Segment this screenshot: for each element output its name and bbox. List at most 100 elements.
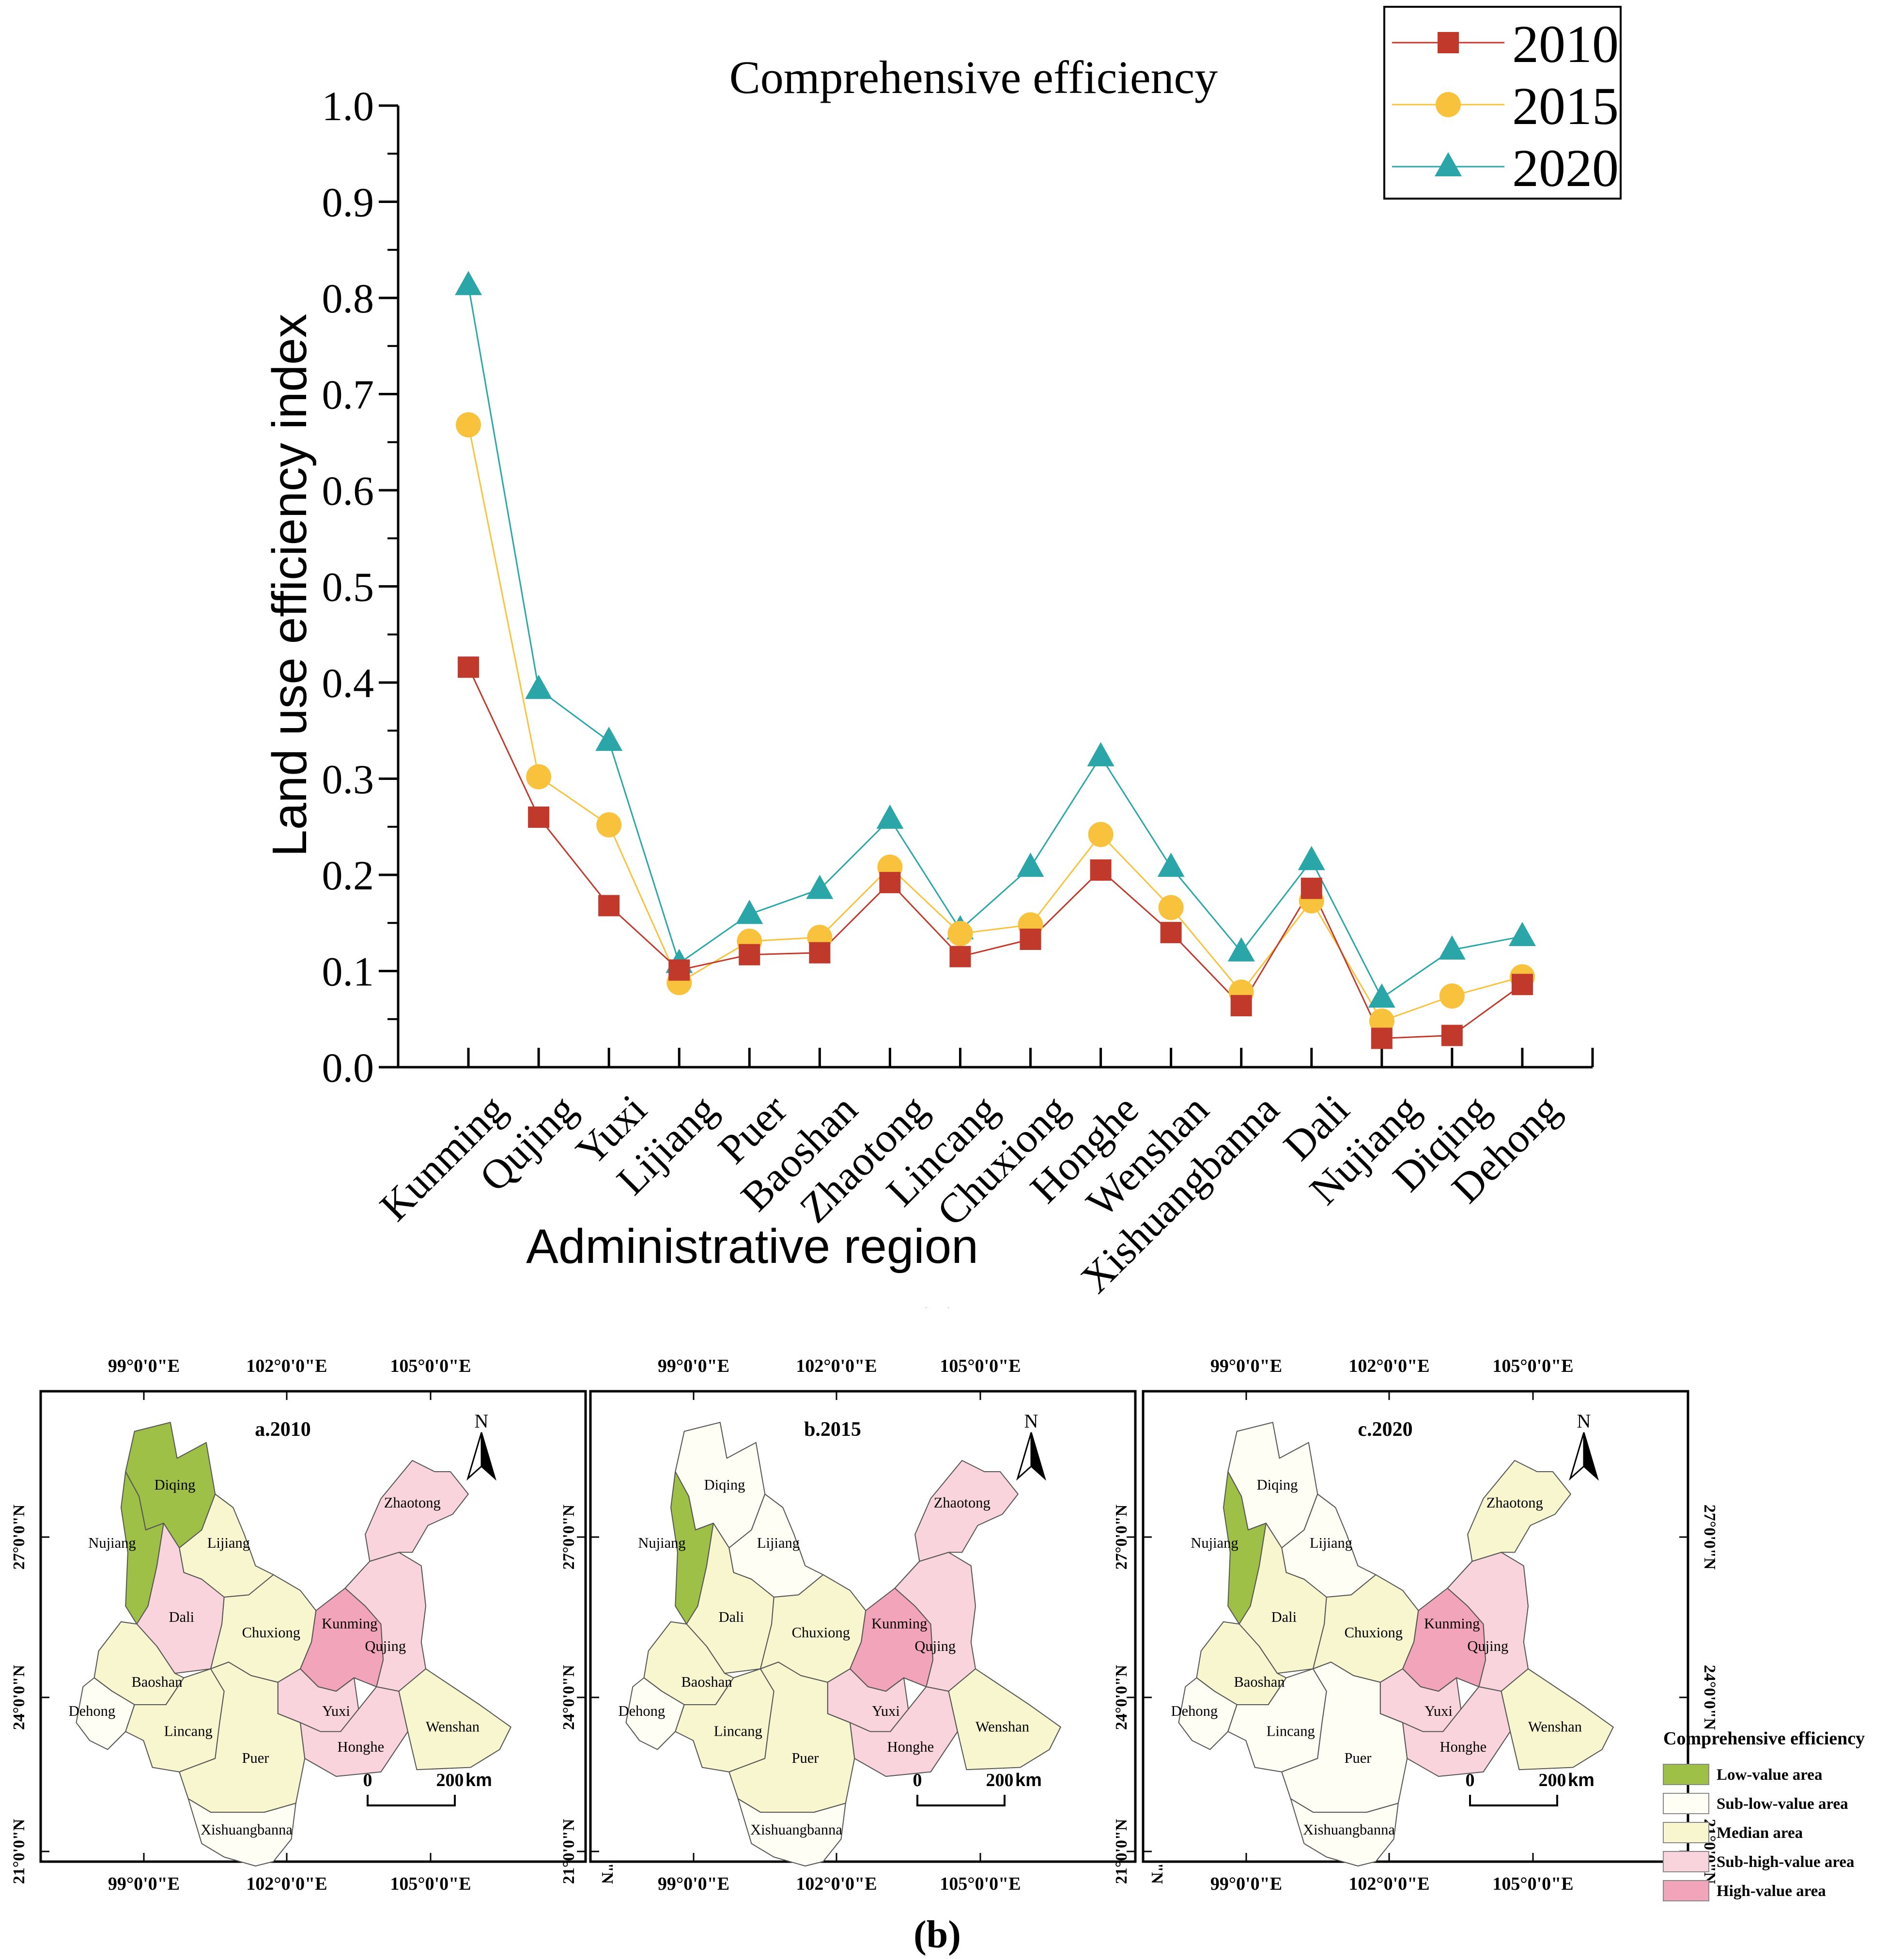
region-label: Wenshan xyxy=(426,1719,480,1735)
map-legend: Comprehensive efficiency Low-value area S… xyxy=(1663,1728,1865,1901)
region-wenshan xyxy=(1501,1668,1614,1771)
legend-item-label: Sub-low-value area xyxy=(1717,1795,1848,1813)
north-label: N xyxy=(1024,1410,1038,1432)
point-2010 xyxy=(1090,859,1112,881)
region-label: Kunming xyxy=(871,1616,927,1632)
region-label: Kunming xyxy=(322,1616,377,1632)
scale-zero: 0 xyxy=(1466,1770,1475,1790)
lon-tick-bottom: 99°0'0"E xyxy=(658,1874,729,1894)
region-label: Yuxi xyxy=(322,1703,350,1719)
scale-bar: 0 200 km xyxy=(363,1770,492,1806)
point-2015 xyxy=(1439,983,1465,1009)
point-2020 xyxy=(1508,922,1536,947)
region-label: Baoshan xyxy=(1234,1674,1285,1690)
region-label: Lijiang xyxy=(1310,1535,1352,1551)
point-2010 xyxy=(528,806,550,828)
chart-title: Comprehensive efficiency xyxy=(729,51,1218,103)
lat-tick-left: 27°0'0"N xyxy=(10,1504,28,1570)
series-line-2020 xyxy=(467,285,1523,999)
north-arrow-right xyxy=(1583,1432,1599,1481)
lon-tick-bottom: 105°0'0"E xyxy=(940,1874,1021,1894)
region-label: Qujing xyxy=(914,1638,956,1654)
region-label: Xishuangbanna xyxy=(1303,1821,1395,1838)
region-label: Honghe xyxy=(338,1739,385,1755)
point-2020 xyxy=(1438,935,1466,960)
lat-tick-left: 24°0'0"N xyxy=(10,1664,28,1730)
region-label: Dehong xyxy=(69,1703,116,1719)
legend-swatch-subhigh xyxy=(1663,1851,1709,1872)
region-label: Lincang xyxy=(714,1723,762,1740)
y-tick-label: 1.0 xyxy=(322,83,374,129)
scale-unit: km xyxy=(465,1770,492,1790)
lat-tick-left: 27°0'0"N xyxy=(560,1504,578,1570)
region-label: Kunming xyxy=(1424,1616,1480,1632)
lon-tick-bottom: 99°0'0"E xyxy=(1210,1874,1282,1894)
yunnan-map: Diqing Nujiang Lijiang Dali Chuxiong Kunming Q… xyxy=(69,1422,511,1867)
series-line-2015 xyxy=(467,424,1523,1022)
legend-item-label: Median area xyxy=(1717,1824,1803,1842)
north-arrow-icon: N xyxy=(466,1410,496,1481)
lat-tick-right: 24°0'0"N xyxy=(1701,1665,1718,1730)
region-label: Puer xyxy=(242,1750,269,1766)
region-label: Nujiang xyxy=(88,1535,136,1551)
point-2020 xyxy=(595,727,623,751)
scale-unit: km xyxy=(1568,1770,1594,1790)
point-2015 xyxy=(1158,895,1184,920)
y-tick-label: 0.4 xyxy=(322,660,374,706)
region-label: Baoshan xyxy=(131,1674,182,1690)
region-xishuangbanna xyxy=(737,1798,846,1867)
point-2020 xyxy=(455,271,482,295)
region-zhaotong xyxy=(1467,1460,1571,1562)
map-legend-title: Comprehensive efficiency xyxy=(1663,1728,1865,1749)
north-arrow-right xyxy=(480,1432,496,1481)
scale-line xyxy=(1469,1795,1558,1806)
lat-tick-left: 24°0'0"N xyxy=(1113,1664,1130,1730)
legend-marker-2010 xyxy=(1438,32,1459,53)
point-2015 xyxy=(456,412,481,438)
map-panels: 99°0'0"E 102°0'0"E 105°0'0"E 99°0'0"E 102°0'… xyxy=(10,1356,1865,1956)
region-label: Xishuangbanna xyxy=(750,1821,842,1838)
scale-value: 200 xyxy=(436,1770,464,1790)
region-label: Dali xyxy=(169,1609,195,1625)
y-tick-label: 0.8 xyxy=(322,275,374,322)
point-2010 xyxy=(1020,928,1041,950)
point-2010 xyxy=(739,944,760,965)
chart-axes: 0.00.10.20.30.40.50.60.70.80.91.0Kunming… xyxy=(322,83,1594,1302)
region-label: Lincang xyxy=(164,1723,213,1740)
region-label: Yuxi xyxy=(872,1703,900,1719)
region-label: Diqing xyxy=(1257,1477,1298,1493)
scale-value: 200 xyxy=(1539,1770,1566,1790)
lat-tick-right: 27°0'0"N xyxy=(1701,1505,1718,1570)
legend-item-label: Sub-high-value area xyxy=(1717,1853,1855,1871)
point-2020 xyxy=(1087,742,1115,766)
region-label: Honghe xyxy=(887,1739,934,1755)
region-label: Dehong xyxy=(1171,1703,1218,1719)
region-label: Lijiang xyxy=(757,1535,800,1551)
line-chart: 0.00.10.20.30.40.50.60.70.80.91.0Kunming… xyxy=(263,6,1622,1308)
region-label: Nujiang xyxy=(1191,1535,1238,1551)
region-label: Dehong xyxy=(619,1703,666,1719)
region-label: Baoshan xyxy=(681,1674,732,1690)
region-zhaotong xyxy=(365,1460,469,1562)
lat-tick-left: 27°0'0"N xyxy=(1113,1504,1130,1570)
map-title: a.2010 xyxy=(255,1418,311,1441)
panel-label-b: (b) xyxy=(913,1913,961,1956)
point-2020 xyxy=(525,674,553,699)
lon-tick-bottom: 99°0'0"E xyxy=(108,1874,180,1894)
y-tick-label: 0.9 xyxy=(322,179,374,226)
point-2015 xyxy=(526,764,552,790)
legend-swatch-low xyxy=(1663,1764,1709,1785)
map-title: b.2015 xyxy=(804,1418,861,1441)
yunnan-map: Diqing Nujiang Lijiang Dali Chuxiong Kunming Q… xyxy=(1171,1422,1614,1867)
legend-item-label: Low-value area xyxy=(1717,1766,1822,1784)
x-axis-label: Administrative region xyxy=(526,1219,978,1274)
chart-series-markers xyxy=(455,271,1536,1049)
point-2020 xyxy=(736,900,763,924)
point-2015 xyxy=(1088,822,1114,847)
region-label: Qujing xyxy=(1467,1638,1508,1654)
point-2020 xyxy=(806,874,834,899)
region-label: Diqing xyxy=(155,1477,196,1493)
region-xishuangbanna xyxy=(187,1798,296,1867)
north-label: N xyxy=(1577,1410,1591,1432)
region-label: Honghe xyxy=(1440,1739,1487,1755)
